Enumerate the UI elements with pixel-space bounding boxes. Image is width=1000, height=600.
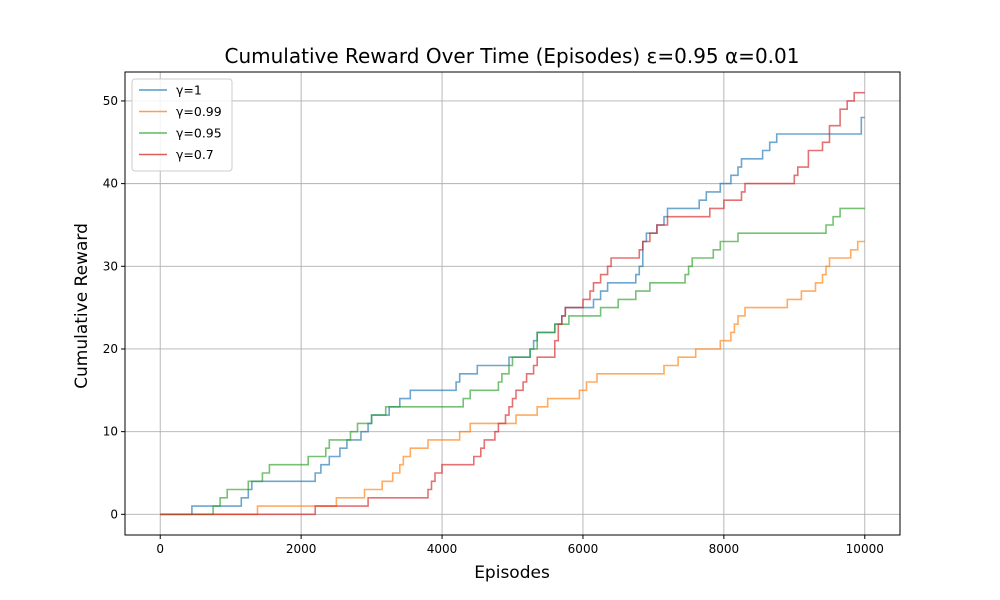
series-line-2	[160, 207, 865, 516]
chart-title: Cumulative Reward Over Time (Episodes) ε…	[225, 44, 800, 68]
legend-box	[131, 78, 233, 172]
x-tick-label: 4000	[427, 542, 458, 556]
x-tick-label: 0	[156, 542, 164, 556]
legend: γ=1 γ=0.99 γ=0.95 γ=0.7	[131, 78, 233, 172]
y-tick-label: 0	[110, 507, 118, 521]
y-axis-label: Cumulative Reward	[72, 223, 92, 389]
series-line-1	[160, 240, 865, 516]
y-tick-label: 40	[103, 177, 118, 191]
legend-label: γ=1	[176, 83, 202, 98]
x-tick-label: 2000	[286, 542, 317, 556]
legend-label: γ=0.95	[176, 126, 222, 141]
series-lines	[160, 91, 865, 516]
y-tick-label: 50	[103, 94, 118, 108]
y-tick-label: 20	[103, 342, 118, 356]
x-tick-label: 6000	[568, 542, 599, 556]
y-tick-label: 30	[103, 259, 118, 273]
axis-ticks: 0 2000 4000 6000 8000 10000 0 10 20 30 40 50	[103, 94, 884, 556]
x-tick-label: 8000	[709, 542, 740, 556]
x-tick-label: 10000	[846, 542, 884, 556]
y-tick-label: 10	[103, 425, 118, 439]
legend-label: γ=0.99	[176, 104, 222, 119]
legend-label: γ=0.7	[176, 147, 214, 162]
series-line-3	[160, 91, 865, 516]
x-axis-label: Episodes	[474, 563, 550, 583]
plot-area-frame	[124, 71, 901, 536]
